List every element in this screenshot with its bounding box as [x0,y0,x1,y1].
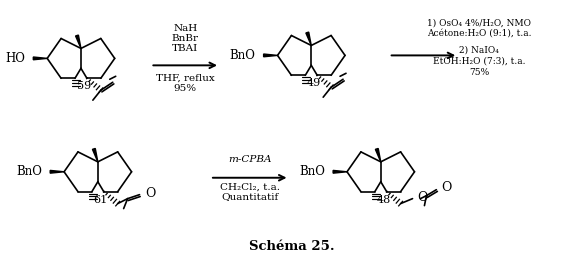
Text: Acétone:H₂O (9:1), t.a.: Acétone:H₂O (9:1), t.a. [427,29,531,38]
Text: CH₂Cl₂, t.a.: CH₂Cl₂, t.a. [220,182,280,191]
Text: 75%: 75% [469,68,489,77]
Polygon shape [306,32,311,45]
Text: EtOH:H₂O (7:3), t.a.: EtOH:H₂O (7:3), t.a. [433,57,525,66]
Polygon shape [333,170,347,173]
Text: BnO: BnO [299,165,325,178]
Polygon shape [264,54,277,57]
Text: HO: HO [5,52,26,65]
Text: BnBr: BnBr [172,34,199,43]
Text: O: O [441,181,452,194]
Text: THF, reflux: THF, reflux [156,74,215,83]
Polygon shape [75,35,81,49]
Text: 2) NaIO₄: 2) NaIO₄ [459,46,499,55]
Text: O: O [418,191,428,204]
Text: 48: 48 [376,195,391,205]
Polygon shape [33,57,47,60]
Text: 49: 49 [307,78,321,88]
Text: BnO: BnO [230,49,256,62]
Text: Quantitatif: Quantitatif [221,192,278,201]
Text: O: O [146,187,156,200]
Text: BnO: BnO [16,165,42,178]
Polygon shape [50,170,64,173]
Text: 1) OsO₄ 4%/H₂O, NMO: 1) OsO₄ 4%/H₂O, NMO [427,18,531,27]
Text: 61: 61 [94,195,108,205]
Text: NaH: NaH [173,24,197,33]
Polygon shape [92,149,98,162]
Text: 95%: 95% [173,84,197,93]
Polygon shape [375,149,380,162]
Text: TBAI: TBAI [172,44,198,53]
Text: Schéma 25.: Schéma 25. [249,240,334,253]
Text: m-CPBA: m-CPBA [228,155,271,164]
Text: 59: 59 [77,81,91,91]
